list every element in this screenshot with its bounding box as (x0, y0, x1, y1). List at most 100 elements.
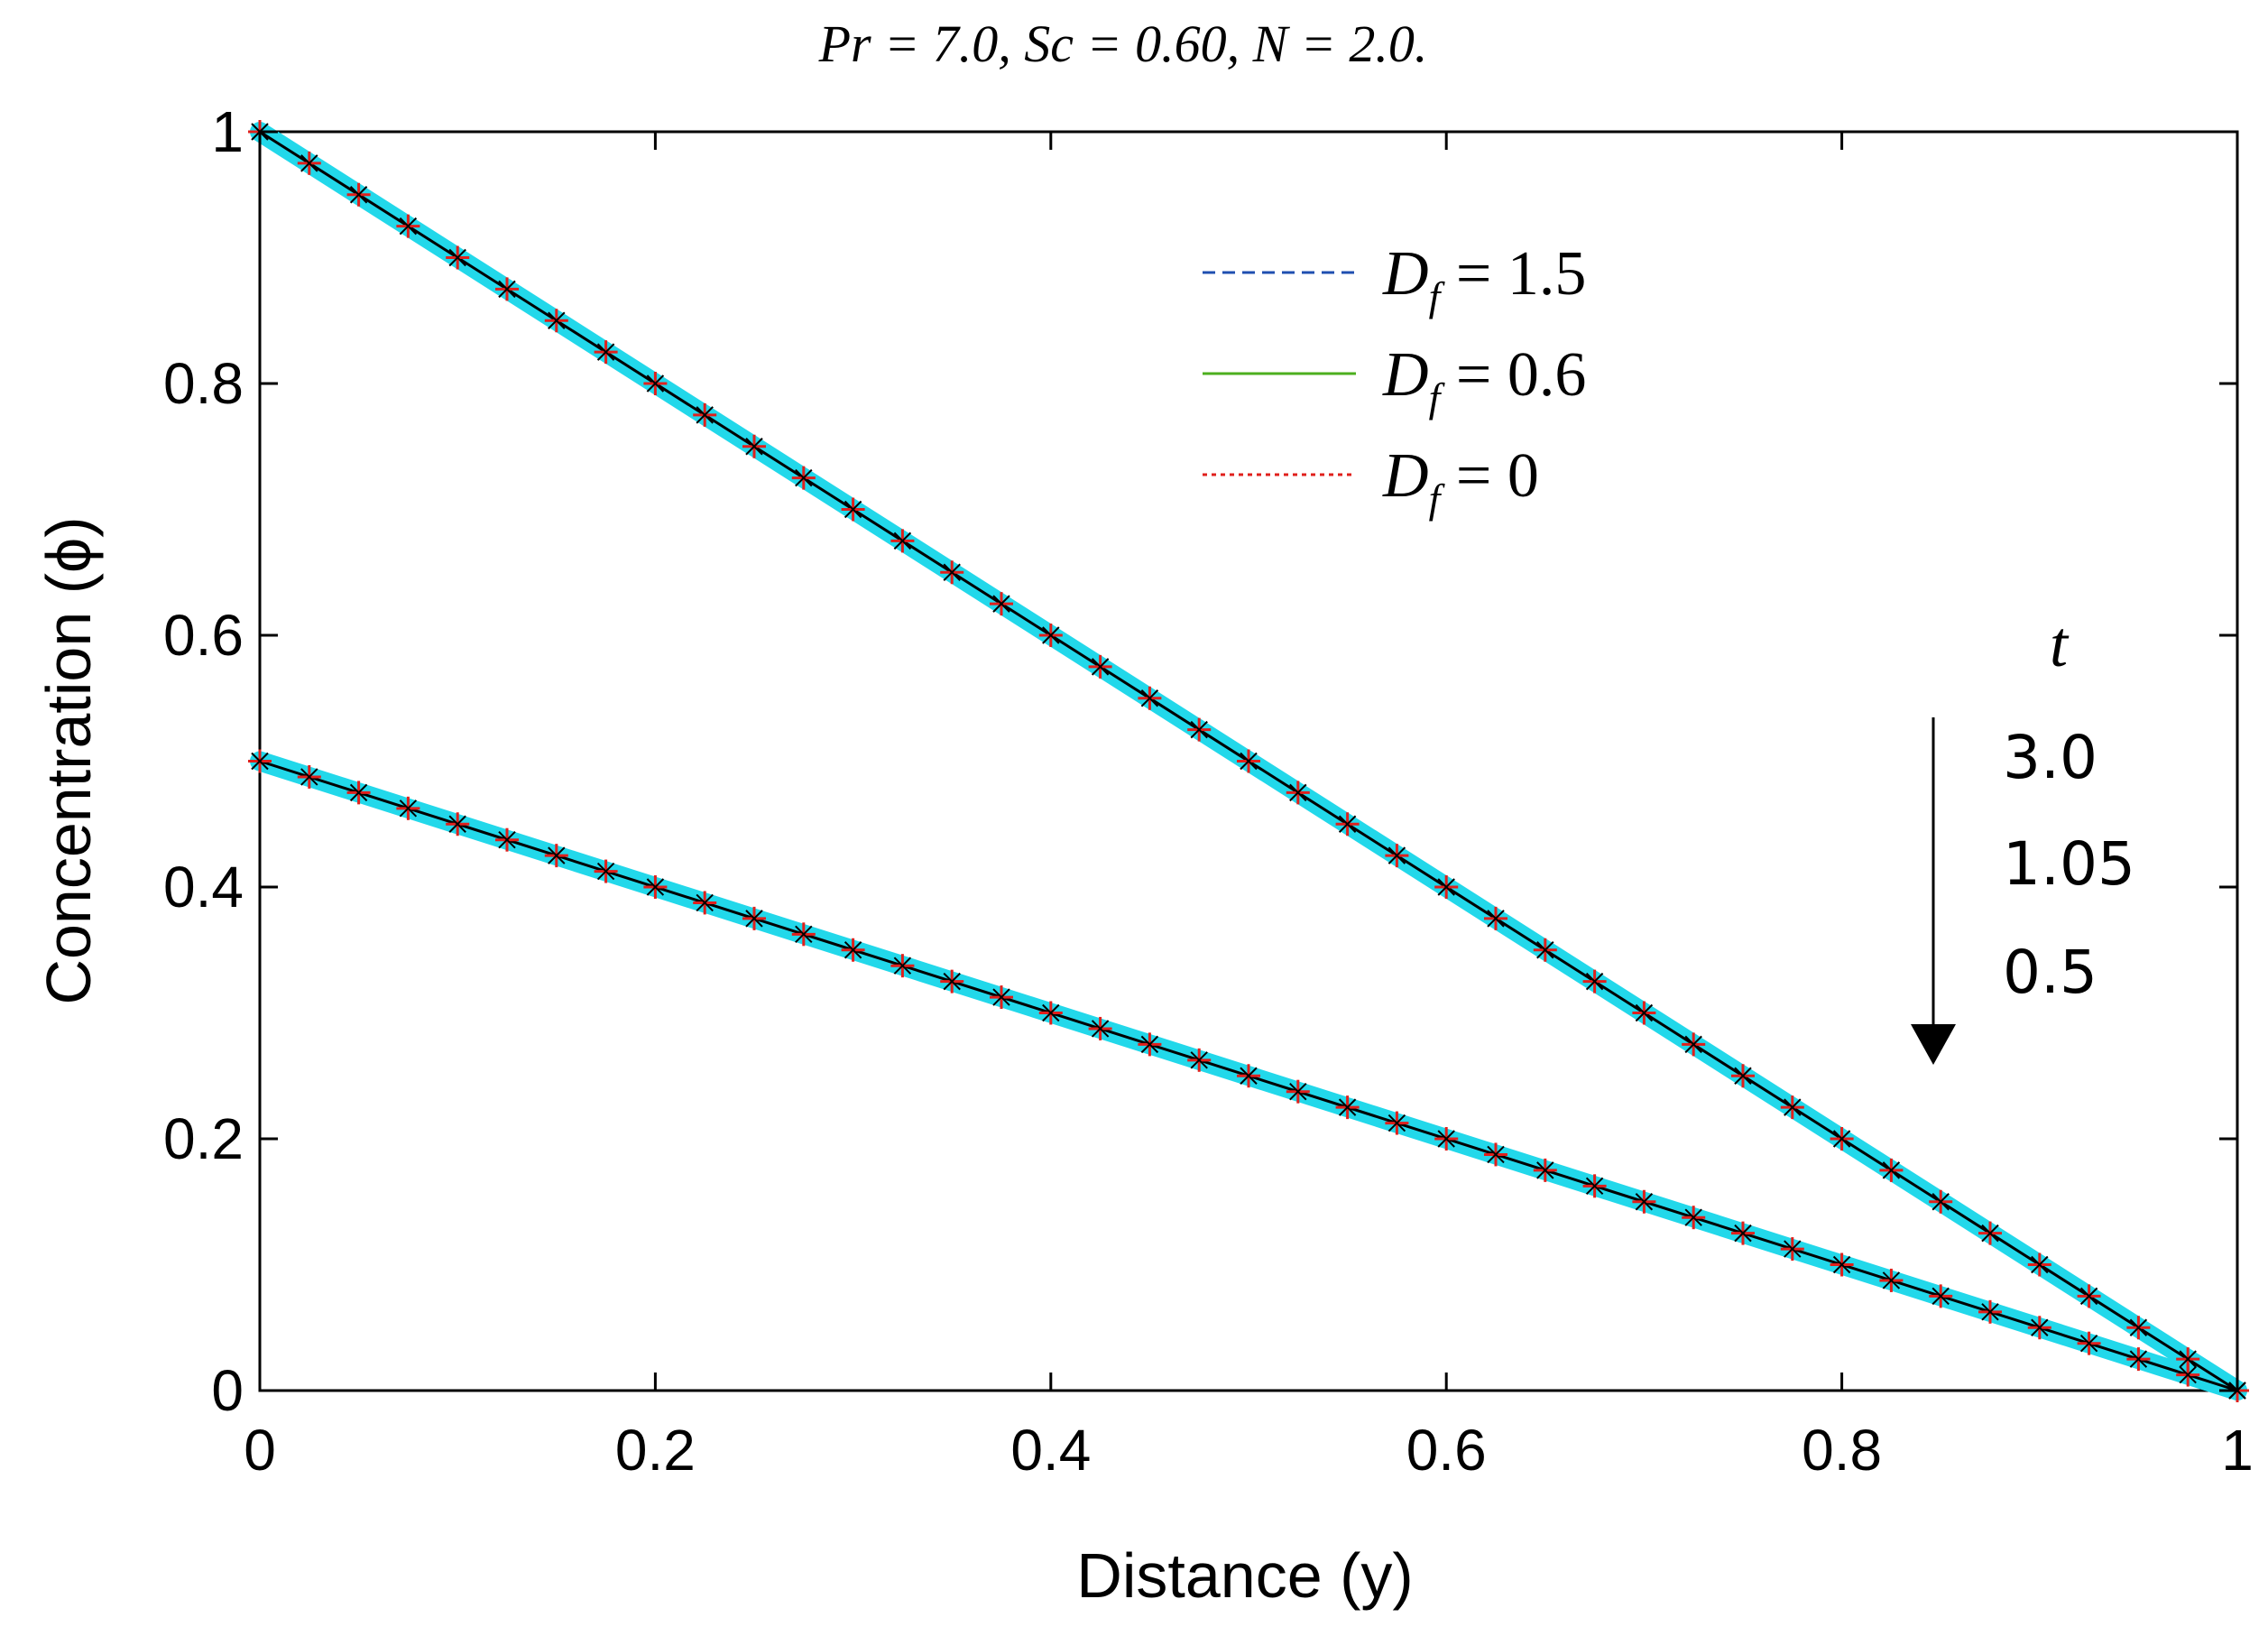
series-2-marker (396, 796, 420, 820)
series-1-marker (1582, 969, 1607, 994)
series-1-marker (1632, 1001, 1656, 1025)
x-tick-label: 0.2 (615, 1418, 696, 1483)
legend-label-value: = 0.6 (1440, 340, 1586, 410)
series-2-marker (990, 985, 1013, 1010)
marker-d2 (448, 815, 466, 833)
marker-d2 (1091, 1020, 1110, 1038)
series-1-marker (1286, 781, 1310, 805)
series-2-marker (1434, 1127, 1459, 1151)
series-1-marker (643, 372, 668, 395)
marker-d2 (2129, 1318, 2148, 1336)
series-1-marker (297, 151, 321, 175)
axis-ticks: 0 0.2 0.4 0.6 0.8 1 0 0.2 0.4 0.6 0.8 1 (163, 99, 2254, 1483)
series-2-marker (1286, 1079, 1310, 1104)
marker-d2 (844, 500, 862, 519)
series-2-marker (2176, 1363, 2200, 1387)
marker-d2 (251, 752, 269, 771)
marker-d2 (844, 941, 862, 959)
marker-d2 (1437, 1130, 1455, 1148)
marker-d2 (548, 311, 566, 329)
x-axis-label: Distance (y) (1076, 1540, 1413, 1611)
marker-d2 (1190, 1051, 1208, 1069)
marker-d2 (943, 563, 961, 581)
series-2-marker (297, 764, 321, 789)
marker-d2 (1289, 783, 1307, 802)
series-2-marker (1138, 1032, 1162, 1057)
marker-d2 (1042, 626, 1060, 644)
marker-d2 (349, 783, 368, 802)
marker-d2 (2129, 1350, 2148, 1368)
marker-d2 (300, 768, 318, 786)
legend-label-value: = 1.5 (1440, 239, 1586, 309)
marker-d2 (596, 343, 615, 361)
series-1-marker (841, 497, 865, 522)
series-1-marker (2126, 1316, 2151, 1340)
marker-d2 (1931, 1193, 1950, 1211)
series-2-marker (643, 875, 668, 899)
series-2-marker (446, 812, 470, 836)
series-1-marker (990, 592, 1013, 616)
legend-label: Df = 0.6 (1382, 340, 1586, 421)
x-tick-label: 0.8 (1802, 1418, 1882, 1483)
marker-d2 (1190, 720, 1208, 739)
x-tick-label: 0.6 (1406, 1418, 1487, 1483)
marker-d2 (1832, 1130, 1851, 1148)
marker-d2 (1684, 1035, 1702, 1054)
marker-d2 (1981, 1303, 1999, 1321)
marker-d2 (498, 280, 516, 299)
series-2-marker (1385, 1111, 1409, 1135)
marker-d2 (1240, 1067, 1258, 1085)
time-annotation: t 3.0 1.05 0.5 (1911, 608, 2135, 1065)
series-2-marker (1237, 1064, 1260, 1088)
series-2-marker (248, 749, 272, 773)
annotation-value-1: 3.0 (2003, 723, 2097, 792)
marker-d2 (745, 910, 763, 928)
series-1-marker (1682, 1032, 1706, 1057)
series-1-marker (1434, 875, 1459, 899)
marker-d2 (1585, 972, 1604, 991)
series-2-marker (594, 859, 618, 883)
marker-d2 (399, 800, 418, 818)
series-2-marker (841, 938, 865, 962)
series-2-marker (693, 891, 717, 915)
marker-d2 (2031, 1255, 2049, 1274)
marker-d2 (2179, 1365, 2197, 1384)
series-2-marker (1632, 1189, 1656, 1214)
marker-d2 (696, 406, 714, 424)
marker-d2 (795, 468, 813, 487)
series-1-marker (742, 434, 766, 458)
series-2-marker (1682, 1206, 1706, 1230)
annotation-variable: t (2050, 608, 2070, 680)
series-2-marker (1582, 1174, 1607, 1198)
series-2-marker (1335, 1095, 1360, 1120)
marker-d2 (1388, 1114, 1406, 1132)
series-2-marker (1484, 1142, 1507, 1167)
legend-label-value: = 0 (1440, 441, 1538, 511)
y-tick-label: 0.2 (163, 1106, 244, 1171)
marker-d2 (1585, 1177, 1604, 1196)
series-1-marker (1187, 717, 1212, 742)
series-2-marker (1780, 1237, 1804, 1262)
series-2-marker (1187, 1048, 1212, 1072)
marker-d2 (1882, 1271, 1901, 1289)
marker-d2 (596, 862, 615, 881)
series-1-marker (1484, 906, 1507, 930)
marker-d2 (1091, 658, 1110, 676)
marker-d2 (1734, 1224, 1752, 1243)
marker-d2 (399, 217, 418, 236)
annotation-value-3: 0.5 (2003, 938, 2097, 1007)
marker-d2 (1536, 941, 1554, 959)
marker-d2 (548, 846, 566, 864)
series-2-marker (791, 922, 816, 947)
series-markers (248, 120, 2249, 1402)
series-2-marker (1533, 1158, 1557, 1182)
marker-d2 (1635, 1003, 1654, 1022)
marker-d2 (1635, 1193, 1654, 1211)
series-1-marker (1978, 1221, 2002, 1245)
marker-d2 (1140, 689, 1159, 707)
series-2-marker (2126, 1347, 2151, 1372)
series-1-marker (1731, 1064, 1755, 1088)
marker-d2 (300, 154, 318, 172)
series-2-marker (2027, 1316, 2051, 1340)
y-tick-label: 0.4 (163, 855, 244, 920)
